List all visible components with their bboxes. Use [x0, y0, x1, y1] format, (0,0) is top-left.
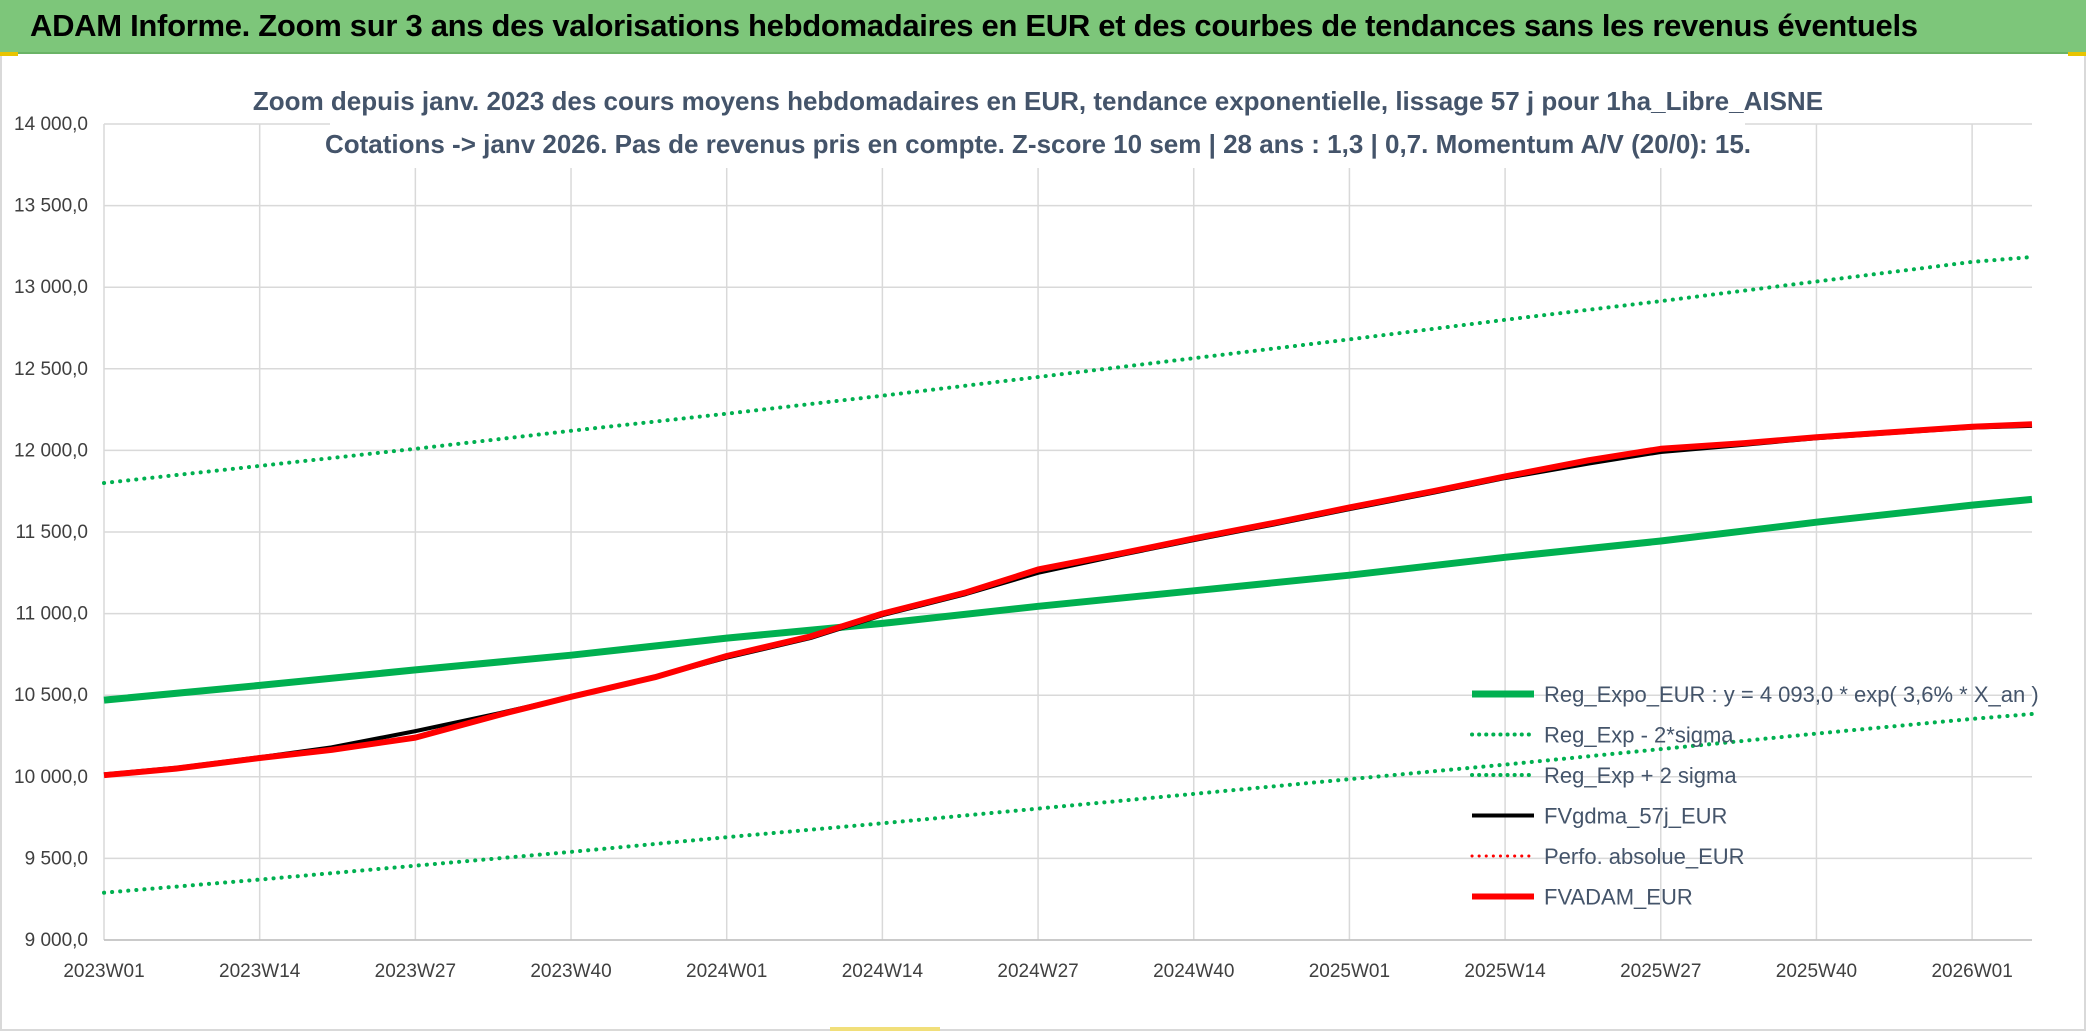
- legend-label: Perfo. absolue_EUR: [1544, 844, 1745, 869]
- legend-label: Reg_Exp + 2 sigma: [1544, 763, 1737, 788]
- x-tick-label: 2023W40: [530, 961, 611, 982]
- y-tick-label: 13 000,0: [14, 277, 88, 298]
- x-tick-label: 2024W01: [686, 961, 767, 982]
- y-tick-label: 12 000,0: [14, 440, 88, 461]
- y-tick-label: 9 500,0: [25, 848, 88, 869]
- y-axis-ticks: 14 000,0 13 500,0 13 000,0 12 500,0 12 000,0…: [14, 114, 88, 951]
- banner-accent-right: [2068, 52, 2086, 56]
- x-tick-label: 2024W14: [842, 961, 924, 982]
- x-tick-label: 2025W14: [1464, 961, 1546, 982]
- y-tick-label: 12 500,0: [14, 359, 88, 380]
- y-tick-label: 14 000,0: [14, 114, 88, 135]
- x-tick-label: 2024W40: [1153, 961, 1234, 982]
- y-tick-label: 11 500,0: [15, 522, 88, 543]
- report-banner: ADAM Informe. Zoom sur 3 ans des valoris…: [0, 0, 2086, 54]
- y-tick-label: 13 500,0: [14, 196, 88, 217]
- legend-label: Reg_Expo_EUR : y = 4 093,0 * exp( 3,6% *…: [1544, 682, 2039, 707]
- y-tick-label: 10 500,0: [14, 685, 88, 706]
- report-title: ADAM Informe. Zoom sur 3 ans des valoris…: [30, 8, 1918, 43]
- x-tick-label: 2023W27: [375, 961, 456, 982]
- series-line-5: [103, 421, 2033, 779]
- x-tick-label: 2026W01: [1931, 961, 2012, 982]
- x-tick-label: 2024W27: [997, 961, 1078, 982]
- y-tick-label: 11 000,0: [15, 604, 88, 625]
- x-axis-ticks: 2023W01 2023W14 2023W27 2023W40 2024W01 2024W…: [63, 961, 2012, 982]
- legend: Reg_Expo_EUR : y = 4 093,0 * exp( 3,6% *…: [1470, 682, 2039, 910]
- chart-title-backdrop: [330, 76, 1745, 168]
- y-tick-label: 9 000,0: [25, 930, 88, 951]
- banner-accent-left: [0, 52, 18, 56]
- legend-label: FVADAM_EUR: [1544, 885, 1693, 910]
- x-tick-label: 2025W27: [1620, 961, 1701, 982]
- legend-label: FVgdma_57j_EUR: [1544, 804, 1727, 829]
- x-tick-label: 2023W14: [219, 961, 301, 982]
- series-line-2: [102, 255, 2034, 485]
- chart-subtitle: Cotations -> janv 2026. Pas de revenus p…: [325, 129, 1751, 159]
- x-tick-label: 2025W01: [1309, 961, 1390, 982]
- x-tick-label: 2023W01: [63, 961, 144, 982]
- frame-accent-bottom: [830, 1027, 940, 1031]
- legend-label: Reg_Exp - 2*sigma: [1544, 723, 1734, 748]
- x-tick-label: 2025W40: [1776, 961, 1857, 982]
- y-tick-label: 10 000,0: [14, 767, 88, 788]
- chart-title: Zoom depuis janv. 2023 des cours moyens …: [253, 86, 1823, 116]
- series-layer: [102, 255, 2034, 895]
- series-line-1: [102, 712, 2034, 895]
- series-line-0: [103, 495, 2033, 704]
